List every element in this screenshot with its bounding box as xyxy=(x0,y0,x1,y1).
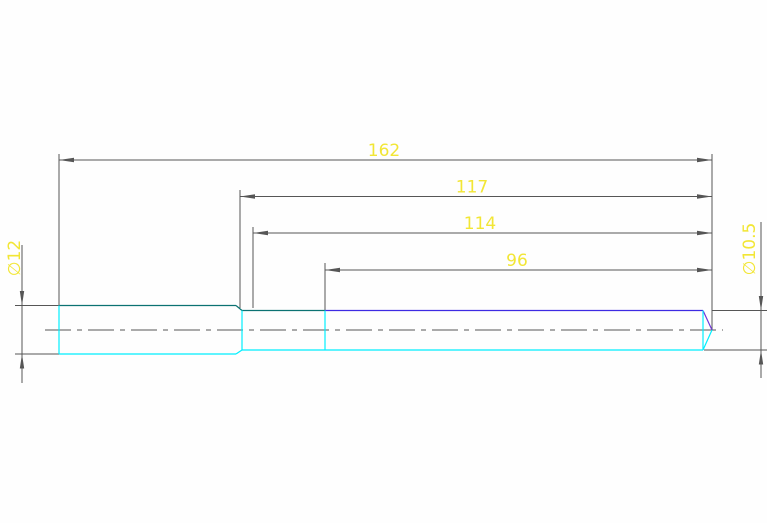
arrowhead-left xyxy=(59,157,74,163)
dim-label-117: 117 xyxy=(456,178,488,198)
taper-top-edge xyxy=(235,305,243,311)
dim-label-162: 162 xyxy=(368,141,400,161)
dim-diameter-left: ∅12 xyxy=(5,240,60,383)
dim-length-96: 96 xyxy=(325,251,712,273)
arrowhead-top xyxy=(19,291,25,306)
extension-lines-length xyxy=(58,154,713,332)
arrowhead-right xyxy=(697,157,712,163)
cone-upper-edge xyxy=(702,310,713,331)
shaft-outline xyxy=(58,304,713,355)
arrowhead-right xyxy=(697,267,712,273)
arrowhead-top xyxy=(758,296,764,311)
arrowhead-left xyxy=(253,230,268,236)
arrowhead-right xyxy=(697,230,712,236)
dim-overall-length: 162 xyxy=(59,141,712,163)
arrowhead-left xyxy=(240,194,255,199)
dim-label-114: 114 xyxy=(464,214,496,234)
dim-length-114: 114 xyxy=(253,214,712,236)
dim-label-dia12: ∅12 xyxy=(5,240,25,276)
cone-lower-edge xyxy=(702,329,713,351)
dim-label-96: 96 xyxy=(506,251,528,271)
taper-bottom-edge xyxy=(235,349,243,355)
arrowhead-bottom xyxy=(758,350,764,365)
arrowhead-bottom xyxy=(19,354,25,369)
dim-length-117: 117 xyxy=(240,178,712,199)
arrowhead-left xyxy=(325,267,340,273)
dim-diameter-right: ∅10.5 xyxy=(704,222,767,378)
dim-label-dia10-5: ∅10.5 xyxy=(740,223,760,276)
arrowhead-right xyxy=(697,194,712,199)
